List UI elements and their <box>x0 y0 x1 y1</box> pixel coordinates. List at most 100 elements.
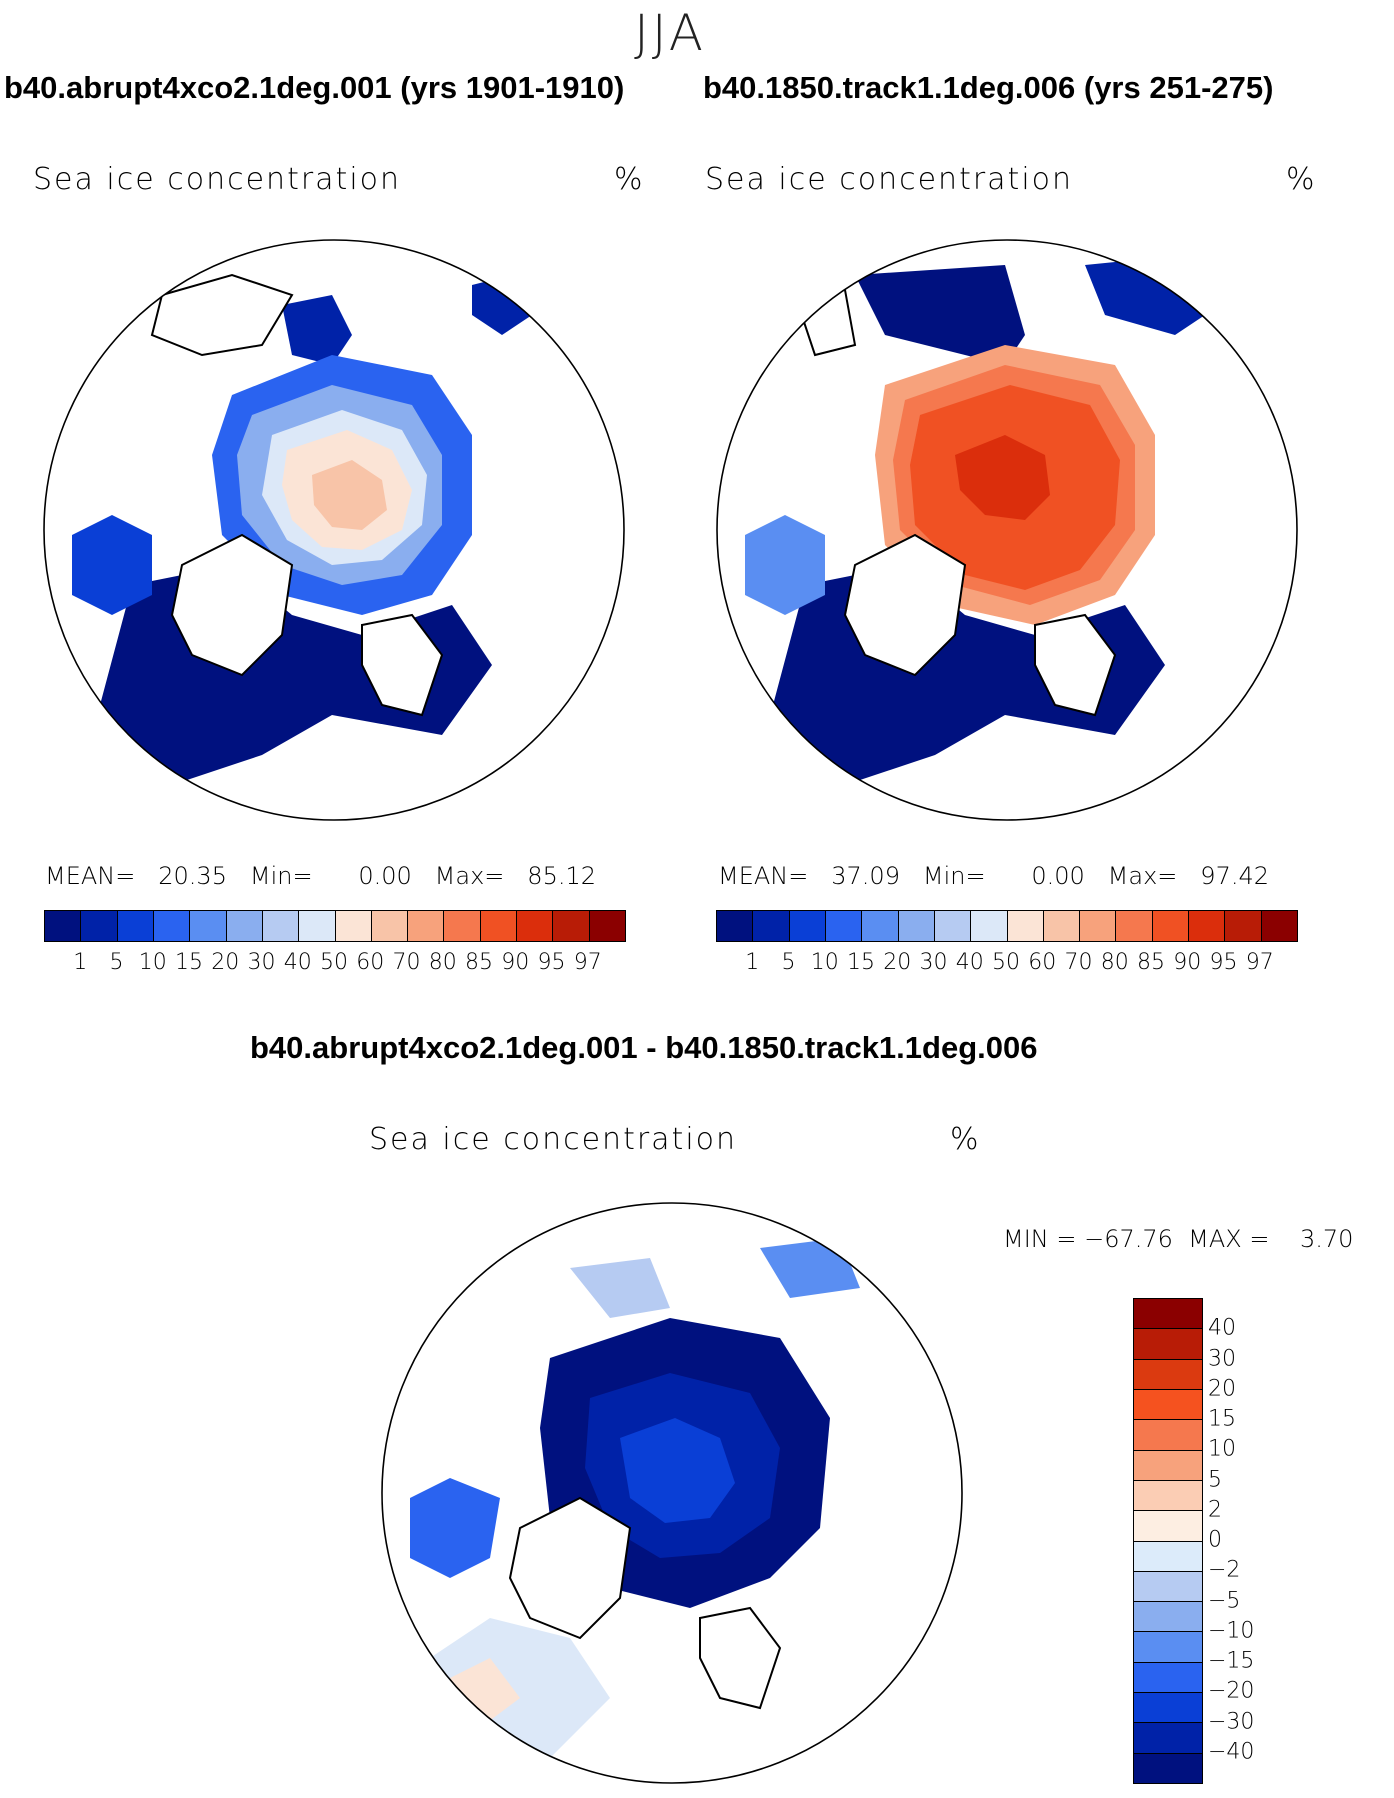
panel1-title: b40.abrupt4xco2.1deg.001 (yrs 1901-1910) <box>4 70 625 105</box>
panel1-colorbar-swatch <box>480 911 518 941</box>
panel2-colorbar-tick-label: 1 <box>745 950 760 975</box>
diff-colorbar-swatch <box>1134 1329 1202 1360</box>
panel2-max-value: 97.42 <box>1200 862 1270 890</box>
panel1-variable-label: Sea ice concentration <box>33 162 402 197</box>
diff-polar-map <box>381 1202 963 1784</box>
panel2-colorbar-swatch <box>1043 911 1081 941</box>
panel1-colorbar-tick-label: 15 <box>175 950 203 975</box>
panel2-colorbar-tick-label: 60 <box>1028 950 1057 975</box>
diff-colorbar-tick-label: 20 <box>1208 1376 1236 1402</box>
diff-colorbar-tick-label: 2 <box>1208 1497 1222 1523</box>
panel2-colorbar <box>716 910 1298 942</box>
panel2-colorbar-tick-label: 90 <box>1173 950 1202 975</box>
diff-colorbar-tick-label: −30 <box>1208 1709 1255 1734</box>
panel1-colorbar-swatch <box>190 911 227 941</box>
panel2-colorbar-tick-label: 20 <box>883 950 912 975</box>
panel2-colorbar-tick-label: 85 <box>1137 950 1165 975</box>
diff-colorbar-swatch <box>1134 1299 1202 1330</box>
diff-variable-label: Sea ice concentration <box>369 1122 738 1157</box>
diff-colorbar-tick-label: 15 <box>1208 1406 1236 1432</box>
panel1-colorbar-ticks: 1 5 10 15 20 30 40 50 60 70 80 85 90 95 97 <box>44 950 624 980</box>
diff-colorbar-swatch <box>1134 1571 1202 1603</box>
season-title: JJA <box>634 4 706 62</box>
panel2-colorbar-tick-label: 80 <box>1100 950 1129 975</box>
panel1-colorbar-swatch <box>371 911 409 941</box>
panel1-colorbar-swatch <box>444 911 481 941</box>
panel1-colorbar-tick-label: 20 <box>211 950 240 975</box>
diff-units-label: % <box>950 1122 981 1157</box>
diff-colorbar-tick-label: 40 <box>1208 1315 1236 1341</box>
panel2-colorbar-swatch <box>789 911 826 941</box>
panel1-colorbar-swatch <box>45 911 82 941</box>
panel1-colorbar-tick-label: 85 <box>465 950 493 975</box>
diff-colorbar-ticks: 40 30 20 15 10 5 2 0 −2 −5 −10 −15 −20 −30 −40 <box>1208 1298 1298 1782</box>
diff-colorbar-swatch <box>1134 1632 1202 1663</box>
diff-colorbar-swatch <box>1134 1389 1202 1421</box>
panel1-colorbar-swatch <box>517 911 554 941</box>
panel1-colorbar-tick-label: 1 <box>73 950 88 975</box>
panel1-min-value: 0.00 <box>358 862 412 890</box>
panel1-colorbar-tick-label: 95 <box>537 950 566 975</box>
panel1-units-label: % <box>614 162 645 197</box>
panel1-colorbar-tick-label: 70 <box>392 950 421 975</box>
panel1-colorbar-swatch <box>299 911 336 941</box>
diff-colorbar-tick-label: −2 <box>1208 1557 1241 1583</box>
panel2-variable-label: Sea ice concentration <box>705 162 1074 197</box>
panel1-colorbar-swatch <box>553 911 590 941</box>
panel1-min-label: Min= <box>249 862 313 890</box>
diff-colorbar-swatch <box>1134 1450 1202 1481</box>
diff-colorbar-tick-label: 5 <box>1208 1467 1222 1492</box>
panel2-colorbar-tick-label: 40 <box>955 950 984 975</box>
panel2-max-label: Max= <box>1107 862 1178 890</box>
diff-colorbar-tick-label: −10 <box>1208 1618 1255 1644</box>
panel2-colorbar-swatch <box>1007 911 1044 941</box>
panel1-polar-map <box>43 239 625 821</box>
panel2-min-value: 0.00 <box>1031 862 1085 890</box>
panel2-colorbar-tick-label: 15 <box>847 950 875 975</box>
panel2-colorbar-swatch <box>1261 911 1297 941</box>
diff-colorbar-swatch <box>1134 1723 1202 1754</box>
panel1-colorbar <box>44 910 626 942</box>
panel1-colorbar-swatch <box>81 911 118 941</box>
diff-colorbar-swatch <box>1134 1753 1202 1783</box>
panel1-colorbar-tick-label: 40 <box>283 950 312 975</box>
diff-minmax: MIN = −67.76 MAX = 3.70 <box>1003 1225 1354 1253</box>
panel2-colorbar-tick-label: 97 <box>1245 950 1274 975</box>
panel1-colorbar-swatch <box>408 911 445 941</box>
panel2-colorbar-swatch <box>825 911 863 941</box>
panel1-colorbar-tick-label: 50 <box>320 950 348 975</box>
diff-colorbar-tick-label: −20 <box>1208 1678 1255 1704</box>
panel1-mean-value: 20.35 <box>158 862 227 890</box>
panel2-colorbar-swatch <box>753 911 790 941</box>
panel1-colorbar-tick-label: 90 <box>501 950 530 975</box>
panel2-colorbar-tick-label: 10 <box>810 950 839 975</box>
panel1-colorbar-tick-label: 5 <box>109 950 124 975</box>
panel1-colorbar-tick-label: 30 <box>247 950 276 975</box>
panel2-colorbar-swatch <box>1152 911 1190 941</box>
panel2-colorbar-swatch <box>934 911 972 941</box>
diff-colorbar-swatch <box>1134 1480 1202 1512</box>
diff-colorbar-tick-label: −15 <box>1208 1648 1255 1674</box>
diff-colorbar-tick-label: 0 <box>1208 1527 1222 1553</box>
panel2-colorbar-tick-label: 30 <box>919 950 948 975</box>
panel1-colorbar-tick-label: 97 <box>573 950 602 975</box>
diff-colorbar <box>1133 1298 1203 1784</box>
panel2-colorbar-swatch <box>717 911 754 941</box>
panel2-colorbar-tick-label: 50 <box>992 950 1020 975</box>
diff-colorbar-swatch <box>1134 1693 1202 1724</box>
diff-colorbar-swatch <box>1134 1662 1202 1694</box>
panel2-colorbar-tick-label: 70 <box>1064 950 1093 975</box>
panel1-colorbar-swatch <box>226 911 263 941</box>
panel2-colorbar-swatch <box>1225 911 1262 941</box>
panel1-colorbar-swatch <box>589 911 625 941</box>
panel2-colorbar-swatch <box>898 911 935 941</box>
panel1-colorbar-tick-label: 60 <box>356 950 385 975</box>
diff-colorbar-tick-label: −5 <box>1208 1588 1241 1613</box>
panel1-colorbar-swatch <box>262 911 300 941</box>
panel2-colorbar-swatch <box>1189 911 1226 941</box>
diff-colorbar-swatch <box>1134 1511 1202 1542</box>
diff-colorbar-tick-label: −40 <box>1208 1739 1255 1765</box>
diff-colorbar-swatch <box>1134 1541 1202 1572</box>
panel2-colorbar-tick-label: 95 <box>1209 950 1238 975</box>
panel2-colorbar-swatch <box>1116 911 1153 941</box>
